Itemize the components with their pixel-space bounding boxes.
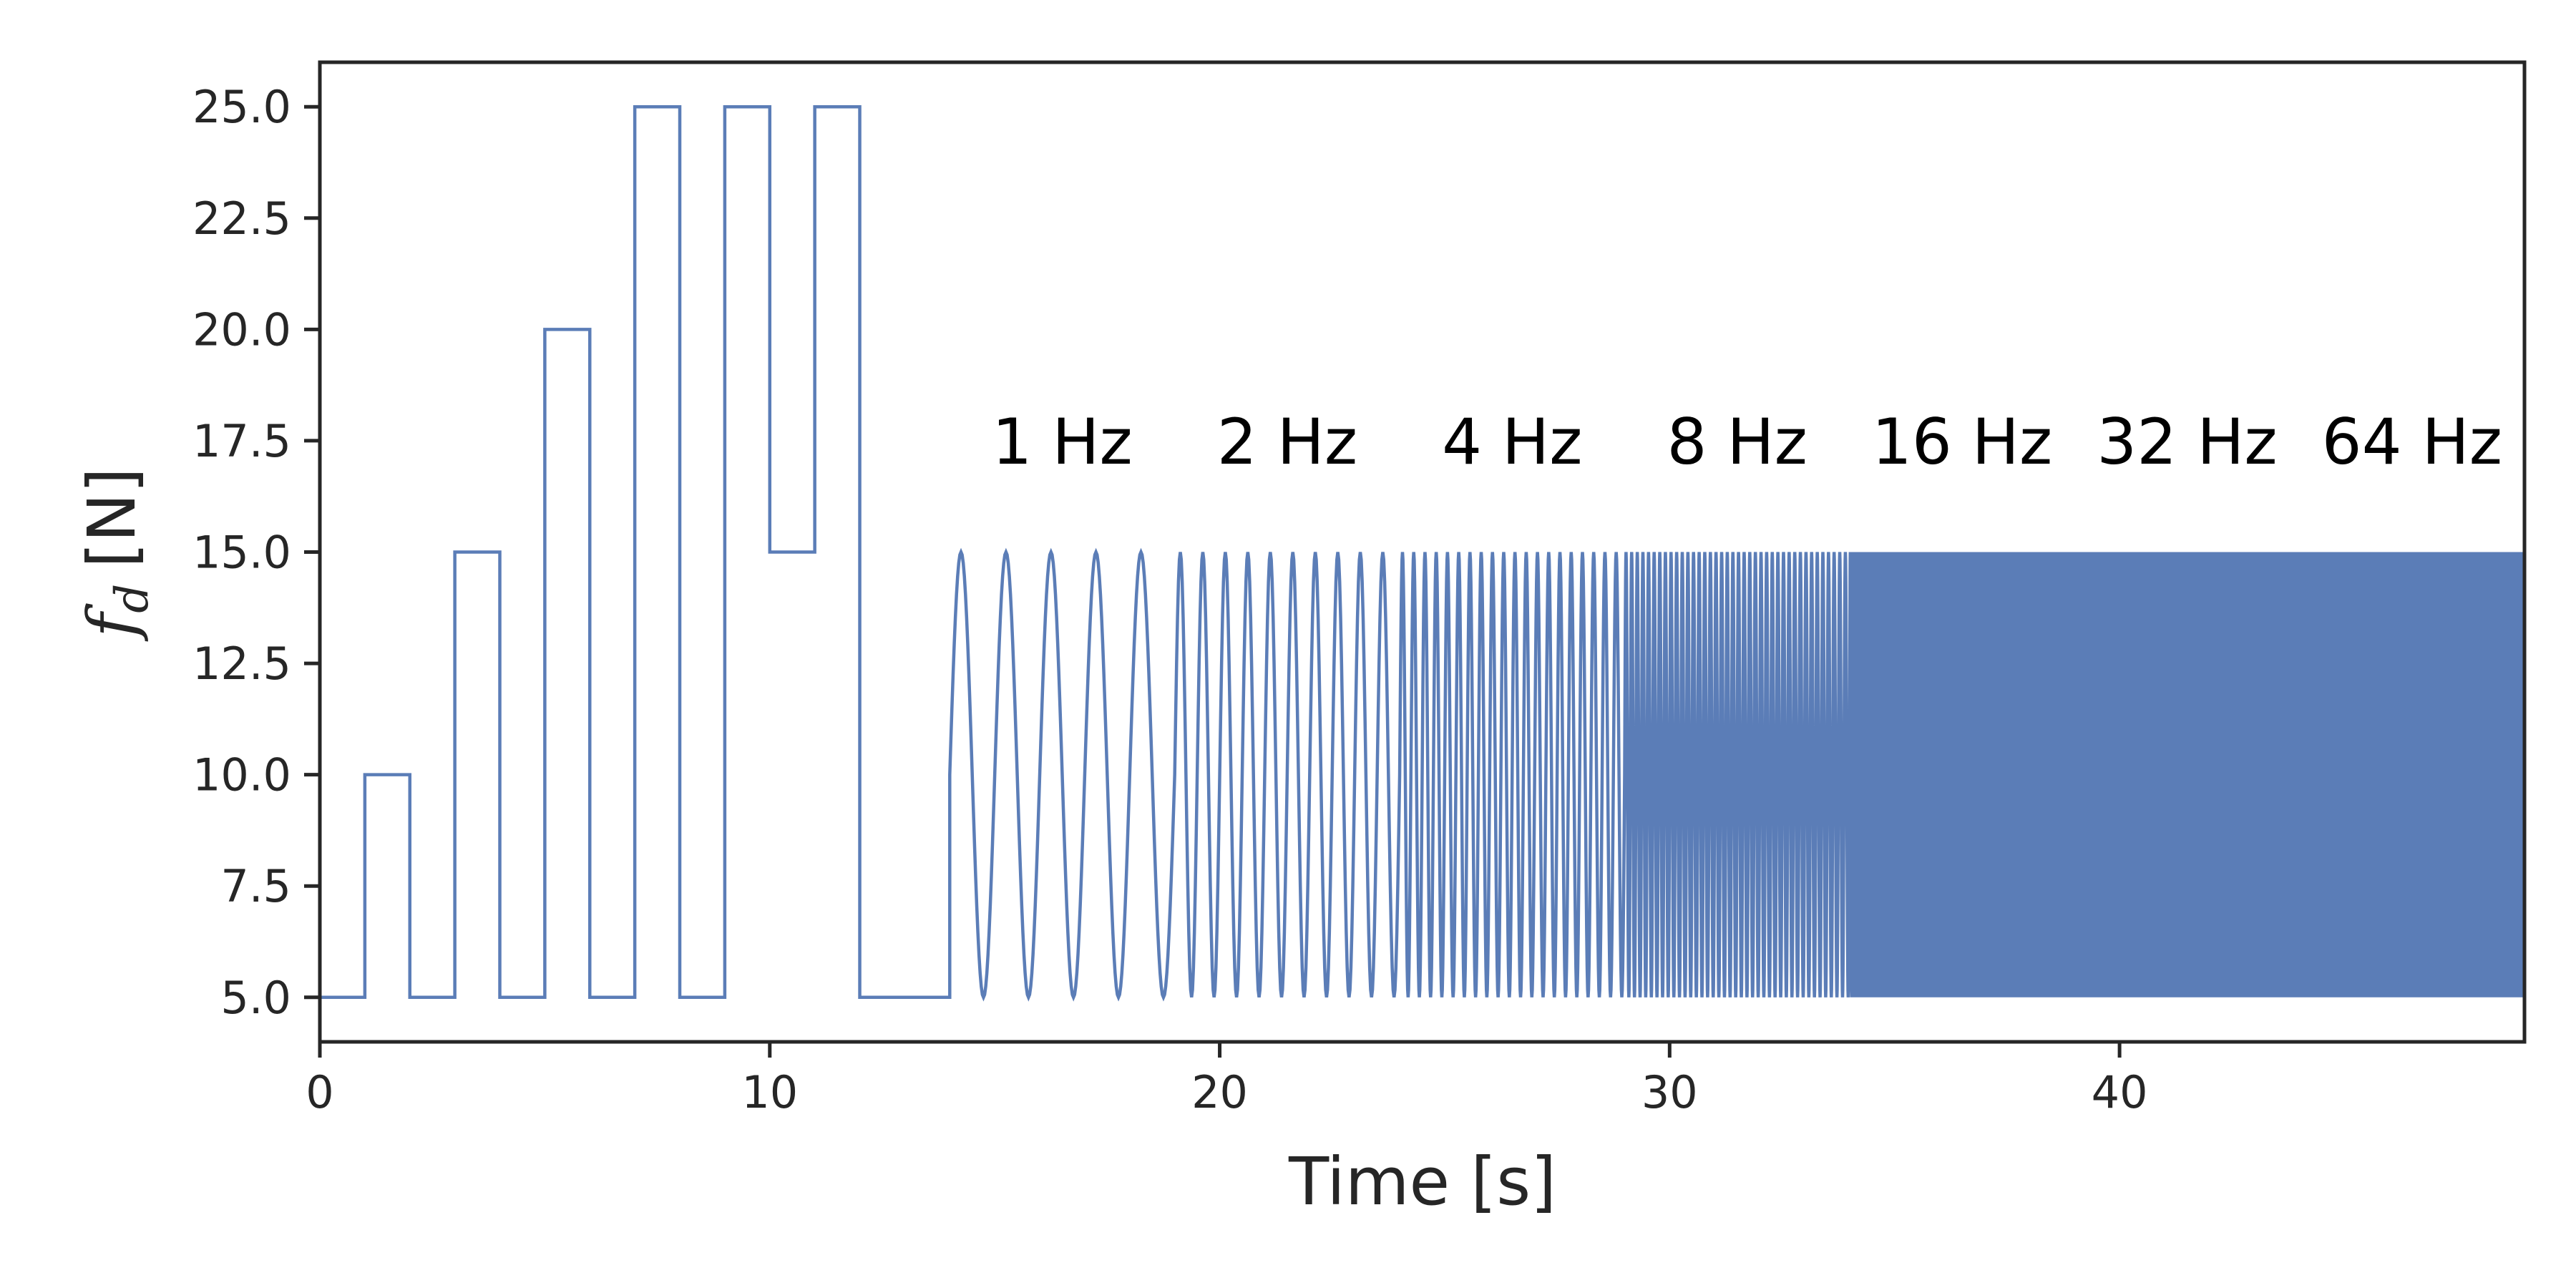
- y-axis-label-unit: [N]: [74, 467, 150, 568]
- annotation-label: 16 Hz: [1872, 405, 2052, 479]
- x-tick-label: 20: [1191, 1066, 1248, 1118]
- plot-area: [320, 104, 2524, 1002]
- annotation-label: 64 Hz: [2322, 405, 2502, 479]
- y-axis-label-subscript: d: [106, 584, 159, 613]
- axes: 0 10 20 30 40 5.0 7.5 10.0 12.5 15.0 17.5 20.0 22.5 2…: [192, 60, 2527, 1118]
- y-tick-label: 5.0: [220, 972, 291, 1024]
- annotation-label: 2 Hz: [1217, 405, 1357, 479]
- y-tick-label: 17.5: [192, 415, 291, 467]
- series-0: [320, 104, 2524, 1002]
- y-tick-label: 15.0: [192, 527, 291, 579]
- y-tick-label: 12.5: [192, 638, 291, 690]
- annotations: 1 Hz 2 Hz 4 Hz 8 Hz 16 Hz 32 Hz 64 Hz: [992, 405, 2502, 479]
- y-tick-label: 10.0: [192, 749, 291, 801]
- annotation-label: 1 Hz: [992, 405, 1132, 479]
- x-axis-label: Time [s]: [1288, 1143, 1556, 1220]
- annotation-label: 32 Hz: [2097, 405, 2277, 479]
- x-tick-label: 10: [741, 1066, 798, 1118]
- y-tick-label: 7.5: [220, 860, 291, 912]
- y-tick-label: 25.0: [192, 81, 291, 133]
- annotation-label: 4 Hz: [1442, 405, 1582, 479]
- series-line: [320, 104, 2524, 1002]
- annotation-label: 8 Hz: [1667, 405, 1807, 479]
- y-axis-label: fd[N]: [74, 467, 159, 642]
- y-tick-label: 20.0: [192, 303, 291, 356]
- x-tick-label: 0: [306, 1066, 333, 1118]
- x-tick-label: 30: [1641, 1066, 1698, 1118]
- y-tick-label: 22.5: [192, 192, 291, 245]
- x-tick-label: 40: [2092, 1066, 2148, 1118]
